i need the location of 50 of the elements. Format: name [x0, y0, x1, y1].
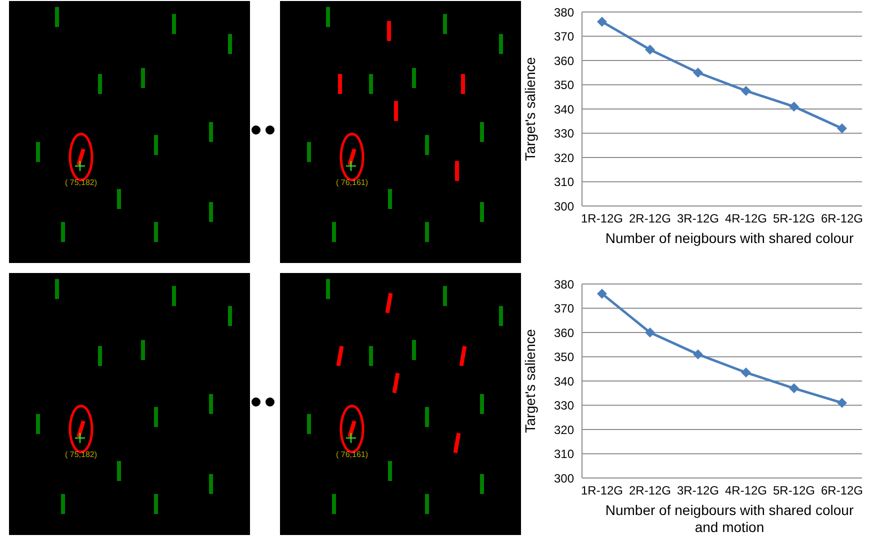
- y-tick-label: 350: [554, 350, 574, 364]
- y-tick-label: 380: [554, 277, 574, 292]
- x-tick-label: 1R-12G: [580, 484, 624, 498]
- point: [741, 86, 751, 96]
- point: [789, 383, 799, 394]
- point: [597, 288, 607, 299]
- x-axis-title: Number of neigbours with shared colour: [604, 230, 855, 247]
- x-tick-label: 4R-12G: [724, 212, 768, 226]
- text: ( 76,161): [336, 178, 368, 187]
- y-tick-label: 370: [554, 302, 574, 316]
- y-tick-label: 310: [554, 447, 574, 462]
- y-tick-label: 330: [554, 126, 574, 141]
- point: [645, 328, 655, 338]
- y-tick-label: 360: [554, 326, 574, 340]
- x-tick-label: 6R-12G: [820, 484, 864, 498]
- y-tick-label: 330: [554, 398, 574, 413]
- y-tick-label: 340: [554, 102, 574, 116]
- point: [597, 16, 607, 27]
- y-axis-title: Target's salience: [522, 328, 538, 433]
- point: [741, 368, 751, 378]
- text: ( 76,161): [336, 450, 368, 459]
- y-tick-label: 320: [554, 150, 574, 165]
- point: [837, 398, 847, 408]
- x-tick-label: 3R-12G: [676, 484, 720, 498]
- x-tick-label: 5R-12G: [772, 212, 816, 226]
- point: [693, 349, 703, 360]
- x-tick-label: 1R-12G: [580, 212, 624, 226]
- y-tick-label: 300: [554, 199, 574, 214]
- x-tick-label: 2R-12G: [628, 212, 672, 226]
- y-tick-label: 380: [554, 5, 574, 20]
- text: ( 75,182): [64, 178, 98, 187]
- x-tick-label: 5R-12G: [772, 484, 816, 498]
- y-tick-label: 300: [554, 471, 574, 486]
- x-tick-label: 2R-12G: [628, 484, 672, 498]
- y-tick-label: 320: [554, 422, 574, 437]
- y-tick-label: 360: [554, 54, 574, 68]
- point: [693, 68, 703, 78]
- point: [645, 44, 655, 55]
- y-axis-title: Target's salience: [522, 56, 538, 161]
- y-tick-label: 310: [554, 175, 574, 190]
- y-tick-label: 350: [554, 78, 574, 92]
- text: ( 75,182): [64, 450, 98, 459]
- y-tick-label: 370: [554, 30, 574, 44]
- x-tick-label: 4R-12G: [724, 484, 768, 498]
- x-axis-title: Number of neigbours with shared colour and motion: [604, 502, 855, 536]
- x-tick-label: 3R-12G: [676, 212, 720, 226]
- point: [789, 102, 799, 112]
- point: [837, 123, 847, 134]
- y-tick-label: 340: [554, 374, 574, 388]
- x-tick-label: 6R-12G: [820, 212, 864, 226]
